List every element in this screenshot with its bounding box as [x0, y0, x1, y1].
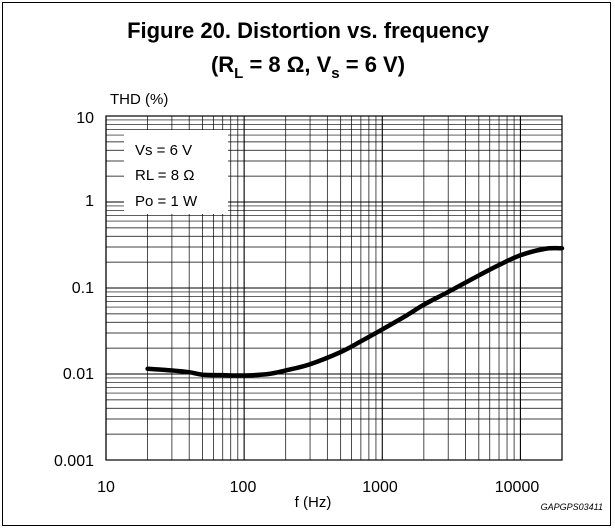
x-tick-label: 1000 [362, 479, 398, 496]
legend-box: Vs = 6 V RL = 8 Ω Po = 1 W [124, 130, 228, 214]
y-tick-label: 0.01 [63, 366, 94, 383]
legend-line-vs: Vs = 6 V [135, 142, 192, 159]
title-sub-rl: L [234, 65, 243, 82]
x-tick-label: 100 [230, 479, 257, 496]
title-open: (R [211, 52, 234, 77]
y-tick-label: 10 [76, 110, 94, 127]
y-tick-labels: 10 1 0.1 0.01 0.001 [54, 110, 94, 470]
x-tick-labels: 10 100 1000 10000 [97, 479, 539, 496]
legend-line-rl: RL = 8 Ω [135, 167, 194, 184]
thd-series-line [145, 245, 565, 378]
x-tick-label: 10000 [495, 479, 540, 496]
chart-title-line1: Figure 20. Distortion vs. frequency [127, 18, 490, 43]
y-tick-label: 0.1 [72, 280, 94, 297]
title-close: = 6 V) [340, 52, 405, 77]
legend-background [124, 130, 228, 214]
x-tick-label: 10 [97, 479, 115, 496]
figure-frame [2, 2, 611, 526]
x-axis-label: f (Hz) [295, 494, 332, 511]
title-mid: = 8 Ω, V [243, 52, 331, 77]
y-tick-label: 1 [85, 193, 94, 210]
plot-border [105, 115, 563, 461]
y-axis-label: THD (%) [110, 91, 168, 108]
title-sub-vs: s [331, 65, 339, 82]
y-tick-label: 0.001 [54, 453, 94, 470]
chart-title-line2: (RL = 8 Ω, Vs = 6 V) [211, 52, 405, 82]
figure-code: GAPGPS03411 [541, 502, 603, 512]
legend-line-po: Po = 1 W [135, 193, 198, 210]
